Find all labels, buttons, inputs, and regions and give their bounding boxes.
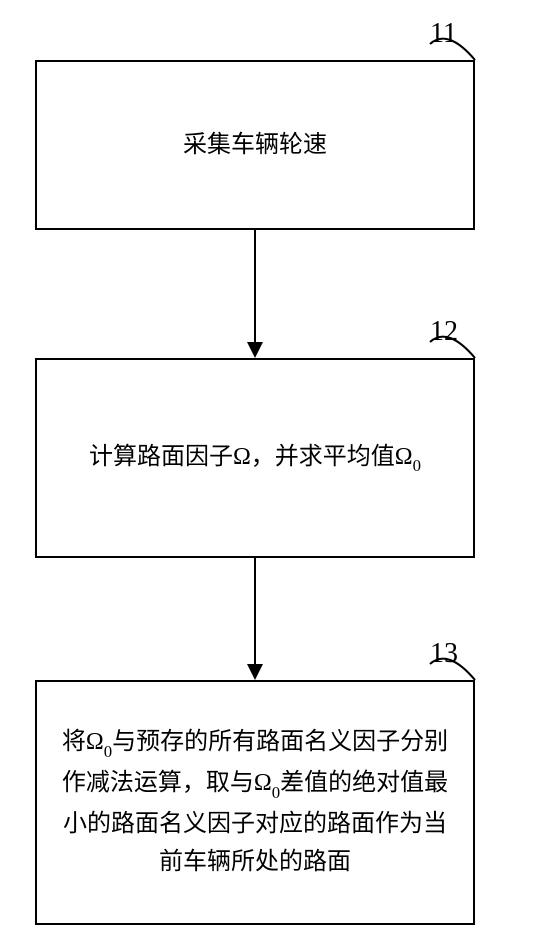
flow-box-3: 将Ω0与预存的所有路面名义因子分别作减法运算，取与Ω0差值的绝对值最小的路面名义… <box>35 680 475 925</box>
flow-box-3-text: 将Ω0与预存的所有路面名义因子分别作减法运算，取与Ω0差值的绝对值最小的路面名义… <box>57 723 453 881</box>
step-label-13: 13 <box>430 638 458 670</box>
flow-box-2-text: 计算路面因子Ω，并求平均值Ω0 <box>89 438 421 479</box>
flow-box-2: 计算路面因子Ω，并求平均值Ω0 <box>35 358 475 558</box>
step-label-12: 12 <box>430 316 458 348</box>
flow-box-1-text: 采集车辆轮速 <box>183 126 327 164</box>
step-label-11: 11 <box>430 18 457 50</box>
flow-box-1: 采集车辆轮速 <box>35 60 475 230</box>
flowchart-canvas: 11 采集车辆轮速 12 计算路面因子Ω，并求平均值Ω0 13 将Ω0与预存的所… <box>0 0 544 944</box>
